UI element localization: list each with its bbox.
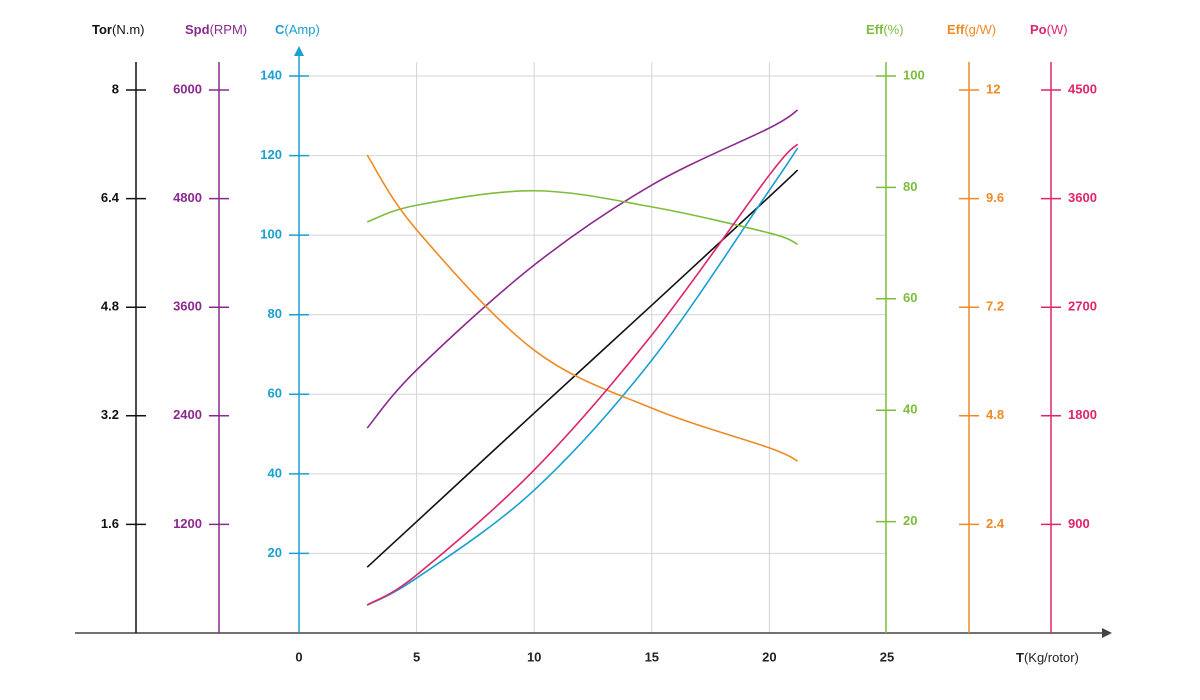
series-line [366, 154, 798, 462]
y-tick-label: 40 [268, 465, 282, 480]
y-axis-title: Po(W) [1030, 22, 1068, 37]
y-tick-label: 80 [903, 179, 917, 194]
series-line [366, 109, 799, 429]
y-tick-label: 1200 [173, 516, 202, 531]
y-tick-label: 3600 [1068, 190, 1097, 205]
y-tick-label: 1800 [1068, 407, 1097, 422]
y-tick-label: 1.6 [101, 516, 119, 531]
x-tick-label: 15 [645, 649, 659, 664]
y-tick-label: 8 [112, 81, 119, 96]
y-tick-label: 4500 [1068, 81, 1097, 96]
series-line [366, 169, 799, 568]
y-axis-title-name: Tor [92, 22, 112, 37]
y-axis-title: Eff(g/W) [947, 22, 996, 37]
y-tick-label: 7.2 [986, 299, 1004, 314]
y-tick-label: 9.6 [986, 190, 1004, 205]
y-tick-label: 20 [268, 545, 282, 560]
y-tick-label: 3600 [173, 299, 202, 314]
y-axis-title-name: Spd [185, 22, 210, 37]
y-tick-label: 3.2 [101, 407, 119, 422]
y-tick-label: 100 [903, 67, 925, 82]
x-tick-label: 20 [762, 649, 776, 664]
y-axis-title-name: Eff [947, 22, 965, 37]
y-tick-label: 4800 [173, 190, 202, 205]
y-axis-title-name: C [275, 22, 285, 37]
y-tick-label: 20 [903, 513, 917, 528]
x-tick-label: 5 [413, 649, 420, 664]
x-tick-label: 10 [527, 649, 541, 664]
y-axis-title-unit: (Amp) [284, 22, 319, 37]
y-axis-title-unit: (%) [883, 22, 903, 37]
x-axis-title: T(Kg/rotor) [1016, 650, 1079, 665]
y-tick-label: 80 [268, 306, 282, 321]
y-tick-label: 12 [986, 81, 1000, 96]
y-tick-label: 100 [260, 227, 282, 242]
y-axis-title: Tor(N.m) [92, 22, 144, 37]
y-axis-title-unit: (g/W) [964, 22, 996, 37]
x-axis-title-name: T [1016, 650, 1024, 665]
x-tick-label: 25 [880, 649, 894, 664]
x-tick-label: 0 [295, 649, 302, 664]
y-axis-title-name: Po [1030, 22, 1047, 37]
y-tick-label: 60 [903, 290, 917, 305]
y-axis-title: Eff(%) [866, 22, 904, 37]
y-tick-label: 120 [260, 147, 282, 162]
y-tick-label: 4.8 [986, 407, 1004, 422]
y-tick-label: 2700 [1068, 299, 1097, 314]
series-line [366, 143, 799, 606]
y-axis-title-unit: (N.m) [112, 22, 145, 37]
y-tick-label: 900 [1068, 516, 1090, 531]
y-axis-title: C(Amp) [275, 22, 320, 37]
y-tick-label: 40 [903, 402, 917, 417]
y-tick-label: 60 [268, 386, 282, 401]
y-axis-title-name: Eff [866, 22, 884, 37]
series-line [366, 189, 798, 245]
y-tick-label: 6000 [173, 81, 202, 96]
y-tick-label: 140 [260, 67, 282, 82]
series-line [366, 147, 799, 606]
y-tick-label: 2.4 [986, 516, 1005, 531]
y-tick-label: 6.4 [101, 190, 120, 205]
y-axis-title: Spd(RPM) [185, 22, 247, 37]
y-tick-label: 2400 [173, 407, 202, 422]
y-axis-title-unit: (W) [1047, 22, 1068, 37]
y-axis-title-unit: (RPM) [210, 22, 248, 37]
y-tick-label: 4.8 [101, 299, 119, 314]
x-axis-title-unit: (Kg/rotor) [1024, 650, 1079, 665]
